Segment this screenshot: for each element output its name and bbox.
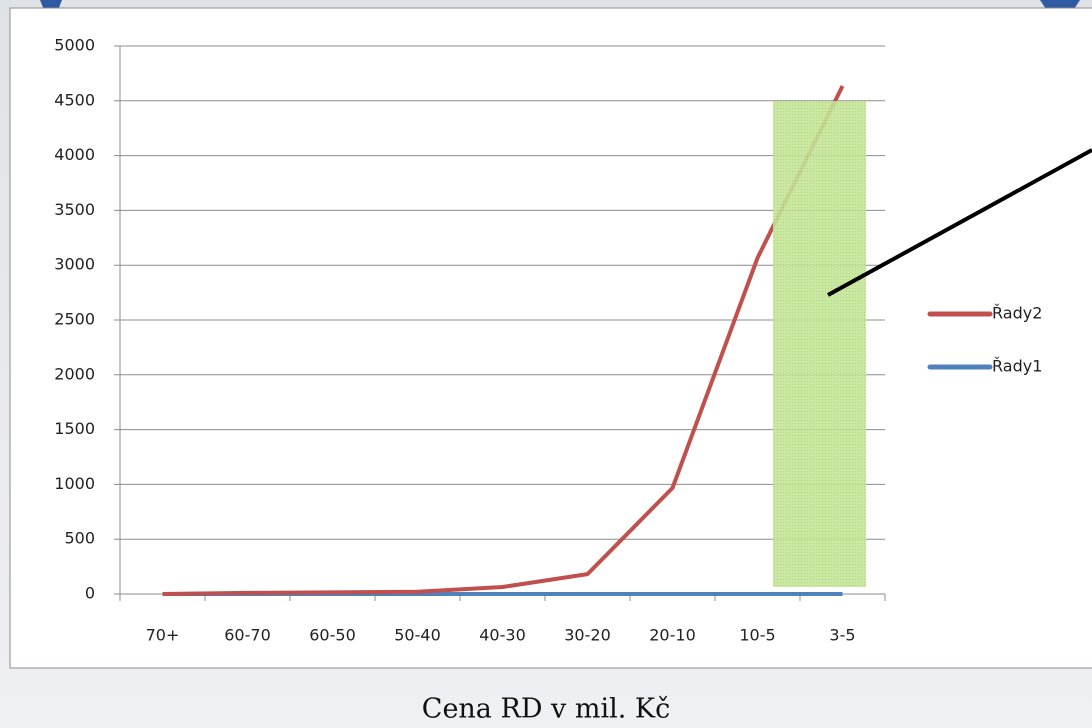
x-tick-label: 40-30 [479, 626, 526, 645]
x-tick-label: 50-40 [394, 626, 441, 645]
y-tick-label: 1500 [54, 419, 95, 438]
x-tick-label: 60-50 [309, 626, 356, 645]
x-tick-label: 3-5 [829, 626, 855, 645]
x-tick-label: 20-10 [649, 626, 696, 645]
x-tick-label: 60-70 [224, 626, 271, 645]
chart-frame [9, 7, 1092, 669]
y-tick-label: 5000 [54, 36, 95, 55]
y-tick-label: 3000 [54, 255, 95, 274]
y-tick-label: 2000 [54, 364, 95, 383]
y-tick-label: 1000 [54, 474, 95, 493]
y-tick-label: 4500 [54, 90, 95, 109]
chart: 0 500 1000 1500 2000 2500 3000 3500 4000 4500 5000… [54, 36, 1042, 645]
arrow [827, 148, 1092, 297]
x-tick-label: 10-5 [739, 626, 775, 645]
x-tick-label: 70+ [146, 626, 180, 645]
legend-label: Řady1 [992, 357, 1042, 376]
y-tick-label: 500 [64, 529, 95, 548]
y-tick-label: 3500 [54, 200, 95, 219]
y-tick-label: 0 [85, 584, 95, 603]
y-tick-label: 4000 [54, 145, 95, 164]
series-line [162, 85, 845, 596]
legend-label: Řady2 [992, 304, 1042, 323]
y-tick-label: 2500 [54, 310, 95, 329]
x-tick-label: 30-20 [564, 626, 611, 645]
highlight [773, 101, 866, 587]
x-axis-label: Cena RD v mil. Kč [422, 694, 670, 725]
